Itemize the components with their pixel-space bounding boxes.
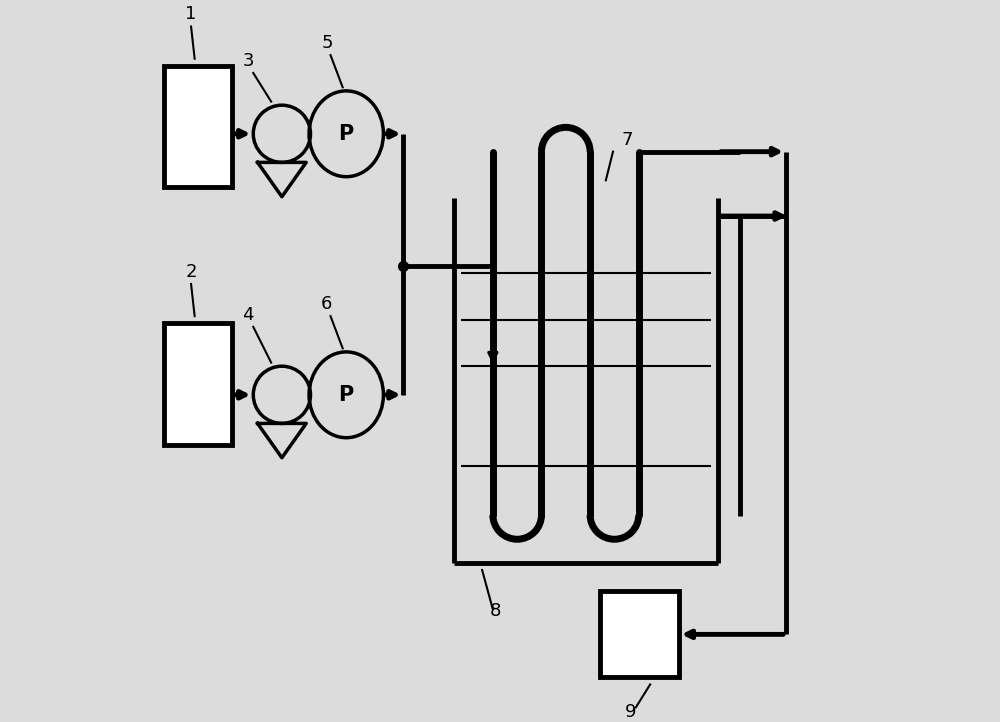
Text: 7: 7	[622, 131, 633, 149]
Text: 6: 6	[321, 295, 333, 313]
Text: 5: 5	[321, 34, 333, 52]
Text: P: P	[339, 123, 354, 144]
Text: 4: 4	[243, 305, 254, 323]
Bar	[164, 66, 232, 188]
Text: 3: 3	[243, 52, 254, 70]
Text: 8: 8	[489, 602, 501, 620]
Text: P: P	[339, 385, 354, 405]
Text: 2: 2	[185, 263, 197, 281]
Bar	[164, 323, 232, 445]
Bar	[600, 591, 679, 677]
Text: 9: 9	[625, 703, 637, 721]
Text: 1: 1	[185, 5, 197, 23]
